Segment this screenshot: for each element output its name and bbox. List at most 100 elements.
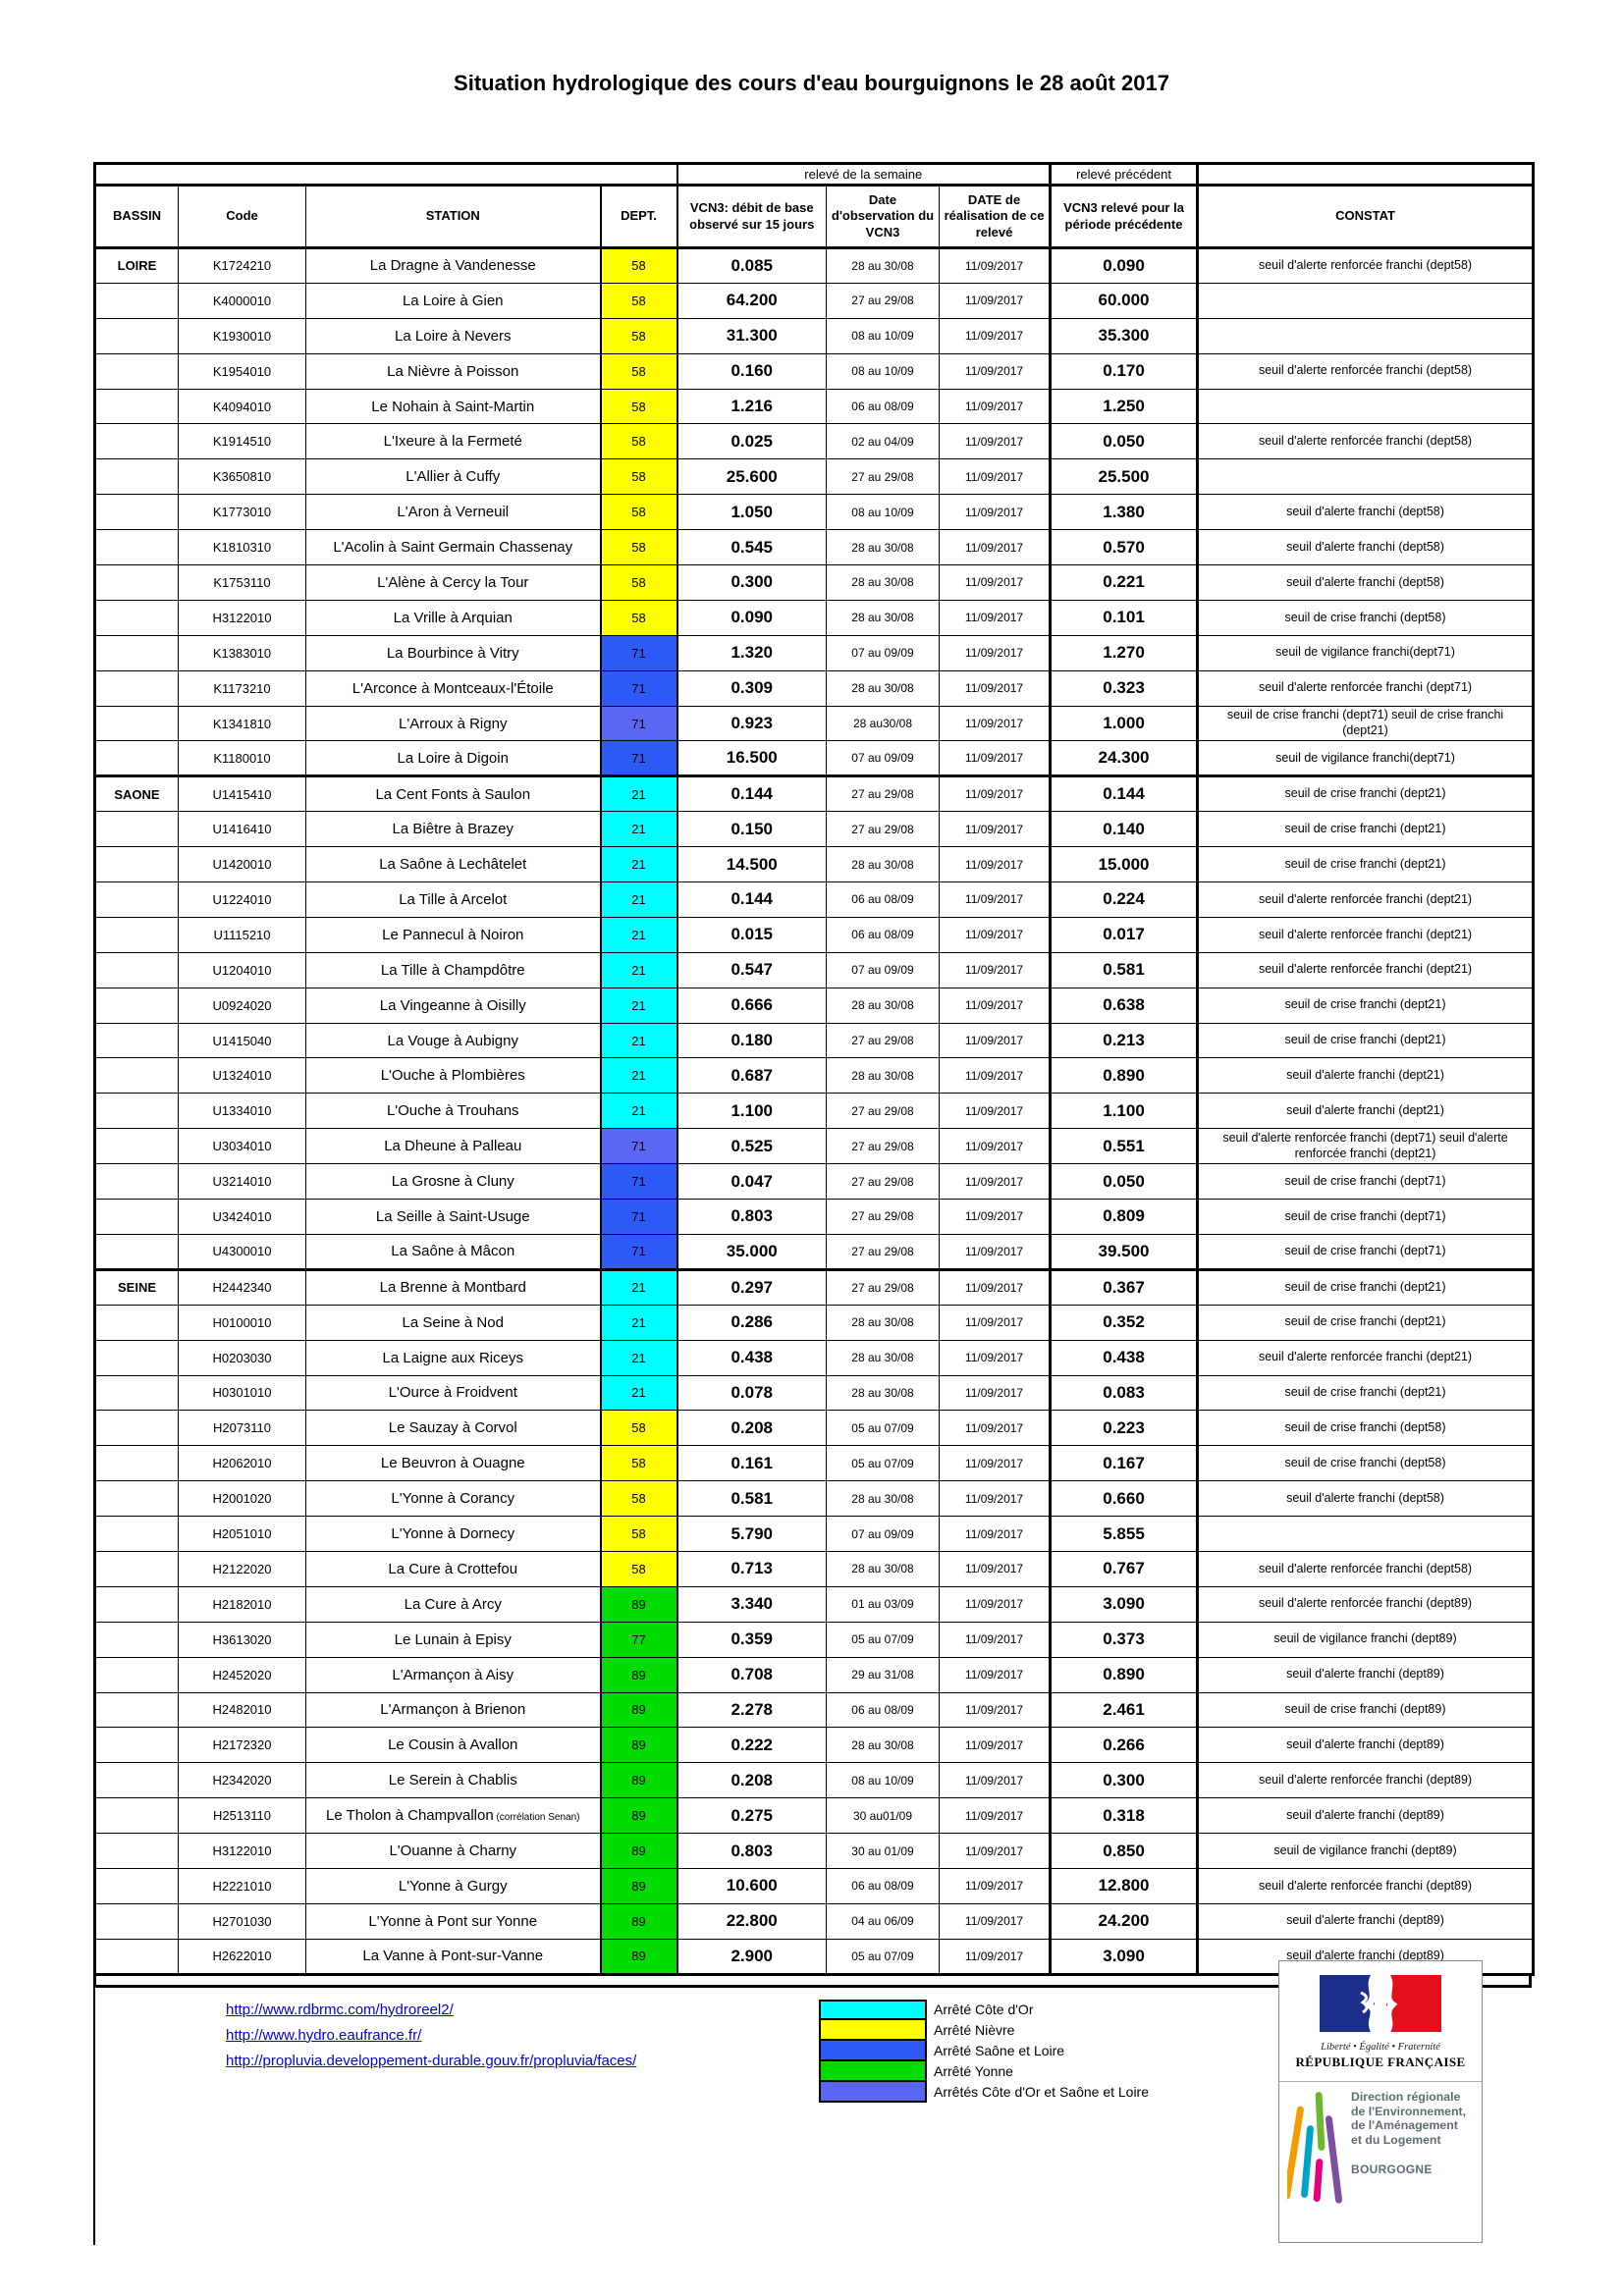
table-row: K4094010 Le Nohain à Saint-Martin 58 1.216 0… [94, 388, 1535, 425]
cell-dept: 58 [599, 458, 677, 496]
cell-real: 11/09/2017 [938, 1691, 1052, 1729]
cell-vcn3: 1.216 [676, 388, 827, 425]
cell-bassin [94, 352, 179, 390]
cell-bassin [94, 494, 179, 531]
cell-constat: seuil d'alerte franchi (dept21) [1197, 1093, 1535, 1130]
cell-bassin [94, 811, 179, 848]
cell-real: 11/09/2017 [938, 282, 1052, 319]
cell-vcn3: 0.309 [676, 669, 827, 707]
cell-dept: 58 [599, 564, 677, 601]
cell-code: H0301010 [178, 1374, 306, 1412]
cell-vcn3: 5.790 [676, 1516, 827, 1552]
col-header-date-obs: Date d'observation du VCN3 [826, 185, 940, 249]
cell-dept: 89 [599, 1656, 677, 1693]
cell-code: U1415410 [178, 774, 306, 813]
cell-real: 11/09/2017 [938, 1267, 1052, 1306]
legend-row: Arrêté Yonne [819, 2058, 1149, 2082]
cell-prev: 0.323 [1049, 669, 1200, 707]
cell-station: La Loire à Nevers [305, 317, 601, 354]
cell-constat: seuil d'alerte renforcée franchi (dept71… [1197, 669, 1535, 707]
table-row: K1914510 L'Ixeure à la Fermeté 58 0.025 02 a… [94, 423, 1535, 460]
cell-bassin [94, 564, 179, 601]
cell-obs: 05 au 07/09 [826, 1621, 940, 1658]
cell-code: K1753110 [178, 564, 306, 601]
cell-station: L'Allier à Cuffy [305, 458, 601, 496]
cell-prev: 0.300 [1049, 1762, 1200, 1799]
cell-station: L'Acolin à Saint Germain Chassenay [305, 529, 601, 566]
cell-real: 11/09/2017 [938, 1163, 1052, 1201]
cell-prev: 0.213 [1049, 1022, 1200, 1059]
cell-constat [1197, 282, 1535, 319]
table-row: U1334010 L'Ouche à Trouhans 21 1.100 27 au 2… [94, 1093, 1535, 1130]
cell-constat: seuil de vigilance franchi(dept71) [1197, 634, 1535, 671]
cell-real: 11/09/2017 [938, 669, 1052, 707]
legend-swatch-yonne [819, 2058, 927, 2082]
cell-vcn3: 0.025 [676, 423, 827, 460]
cell-station: Le Tholon à Champvallon (corrélation Sen… [305, 1797, 601, 1835]
cell-vcn3: 0.803 [676, 1833, 827, 1869]
cell-prev: 0.352 [1049, 1304, 1200, 1341]
cell-dept: 21 [599, 1022, 677, 1059]
table-row: H0301010 L'Ource à Froidvent 21 0.078 28 au … [94, 1374, 1535, 1412]
cell-real: 11/09/2017 [938, 740, 1052, 777]
cell-bassin [94, 1585, 179, 1623]
cell-code: K1773010 [178, 494, 306, 531]
cell-prev: 0.373 [1049, 1621, 1200, 1658]
table-row: H2062010 Le Beuvron à Ouagne 58 0.161 05 au … [94, 1445, 1535, 1482]
cell-bassin [94, 1304, 179, 1341]
cell-constat: seuil de crise franchi (dept71) [1197, 1163, 1535, 1201]
cell-vcn3: 0.150 [676, 811, 827, 848]
cell-constat: seuil d'alerte renforcée franchi (dept58… [1197, 246, 1535, 284]
cell-bassin [94, 1128, 179, 1165]
cell-obs: 27 au 29/08 [826, 1163, 940, 1201]
cell-constat: seuil de crise franchi (dept71) [1197, 1233, 1535, 1270]
cell-dept: 58 [599, 388, 677, 425]
link-eaufrance[interactable]: http://www.hydro.eaufrance.fr/ [226, 2026, 422, 2044]
cell-vcn3: 0.297 [676, 1267, 827, 1306]
cell-station: La Tille à Champdôtre [305, 951, 601, 988]
table-wrap: relevé de la semaine relevé précédent BA… [93, 162, 1536, 2245]
cell-vcn3: 0.359 [676, 1621, 827, 1658]
cell-real: 11/09/2017 [938, 1727, 1052, 1764]
cell-vcn3: 0.923 [676, 705, 827, 742]
legend-label: Arrêté Nièvre [934, 2022, 1015, 2039]
cell-obs: 05 au 07/09 [826, 1938, 940, 1975]
cell-vcn3: 35.000 [676, 1233, 827, 1270]
cell-real: 11/09/2017 [938, 458, 1052, 496]
cell-code: K1930010 [178, 317, 306, 354]
cell-bassin [94, 1797, 179, 1835]
cell-bassin [94, 1374, 179, 1412]
table-row: K3650810 L'Allier à Cuffy 58 25.600 27 au 29… [94, 458, 1535, 496]
cell-vcn3: 0.708 [676, 1656, 827, 1693]
link-hydroreel[interactable]: http://www.rdbrmc.com/hydroreel2/ [226, 2001, 454, 2018]
cell-dept: 21 [599, 916, 677, 953]
cell-vcn3: 0.438 [676, 1339, 827, 1376]
cell-prev: 0.224 [1049, 881, 1200, 918]
cell-obs: 28 au 30/08 [826, 987, 940, 1024]
cell-dept: 89 [599, 1867, 677, 1904]
cell-constat: seuil d'alerte franchi (dept58) [1197, 494, 1535, 531]
table-row: K1810310 L'Acolin à Saint Germain Chassen… [94, 529, 1535, 566]
cell-code: H3122010 [178, 599, 306, 636]
col-header-date-real: DATE de réalisation de ce relevé [938, 185, 1052, 249]
cell-code: U4300010 [178, 1233, 306, 1270]
legend-swatch-nievre [819, 2017, 927, 2041]
cell-station: La Cure à Arcy [305, 1585, 601, 1623]
cell-vcn3: 0.090 [676, 599, 827, 636]
cell-station: Le Nohain à Saint-Martin [305, 388, 601, 425]
cell-prev: 0.438 [1049, 1339, 1200, 1376]
cell-constat: seuil de vigilance franchi (dept89) [1197, 1833, 1535, 1869]
cell-constat: seuil d'alerte renforcée franchi (dept58… [1197, 1550, 1535, 1587]
link-propluvia[interactable]: http://propluvia.developpement-durable.g… [226, 2052, 637, 2069]
cell-code: H2221010 [178, 1867, 306, 1904]
cell-dept: 58 [599, 423, 677, 460]
cell-code: K4000010 [178, 282, 306, 319]
legend: Arrêté Côte d'Or Arrêté Nièvre Arrêté Sa… [819, 1999, 1149, 2103]
header-group-week: relevé de la semaine [676, 163, 1053, 187]
cell-constat: seuil d'alerte renforcée franchi (dept71… [1197, 1128, 1535, 1165]
cell-dept: 89 [599, 1762, 677, 1799]
table-row: H2701030 L'Yonne à Pont sur Yonne 89 22.800… [94, 1902, 1535, 1940]
cell-code: H2442340 [178, 1267, 306, 1306]
cell-bassin [94, 1762, 179, 1799]
cell-prev: 0.581 [1049, 951, 1200, 988]
